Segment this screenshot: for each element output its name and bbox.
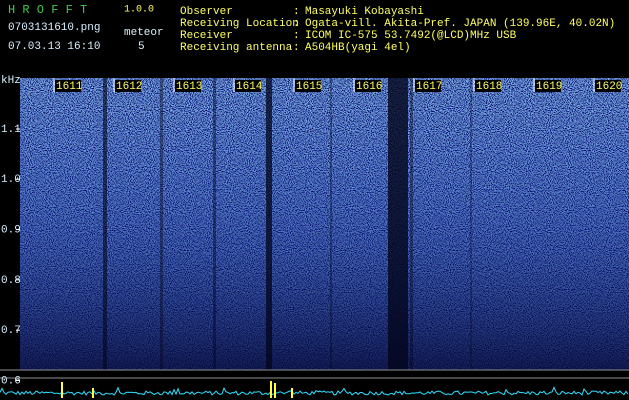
info-separator: :: [293, 30, 300, 42]
time-label: 1614: [236, 81, 263, 93]
freq-unit: kHz: [1, 75, 21, 87]
time-label-box: [475, 80, 501, 92]
time-label-box: [595, 80, 621, 92]
time-label: 1617: [416, 81, 442, 93]
time-label-box: [235, 80, 261, 92]
freq-label: 0.6: [1, 375, 21, 387]
version: 1.0.0: [124, 5, 154, 16]
freq-label: 0.7: [1, 325, 21, 337]
time-label-box: [295, 80, 321, 92]
freq-label: 1.0: [1, 174, 21, 186]
app-name: H R O F F T: [8, 3, 87, 17]
time-label: 1618: [476, 81, 502, 93]
info-label: Receiving antenna: [180, 42, 293, 54]
time-label-box: [115, 80, 141, 92]
dark-stripe: [388, 78, 408, 370]
freq-label: 0.9: [1, 225, 21, 237]
info-separator: :: [293, 18, 300, 30]
dark-stripe: [330, 78, 332, 370]
dark-stripe: [213, 78, 216, 370]
info-separator: :: [293, 42, 300, 54]
freq-label: 0.8: [1, 275, 21, 287]
info-block: Observer: Masayuki Kobayashi Receiving Loc…: [180, 6, 615, 54]
spectrogram-noise: [20, 78, 629, 370]
meteor-label: meteor: [124, 27, 164, 39]
time-label-box: [175, 80, 201, 92]
meteor-count: 5: [138, 41, 145, 53]
time-label-box: [415, 80, 441, 92]
amplitude-trace: [0, 386, 629, 396]
info-value: A504HB(yagi 4el): [305, 42, 411, 54]
dark-stripe: [103, 78, 107, 370]
time-label-box: [55, 80, 81, 92]
dark-stripes: [103, 78, 472, 370]
freq-label: 1.1: [1, 124, 21, 136]
time-label: 1613: [176, 81, 202, 93]
time-label: 1620: [596, 81, 622, 93]
info-value: Ogata-vill. Akita-Pref. JAPAN (139.96E, …: [305, 18, 615, 30]
dark-stripe: [160, 78, 163, 370]
time-label: 1615: [296, 81, 322, 93]
dark-stripe: [470, 78, 472, 370]
dark-stripe: [410, 78, 413, 370]
info-separator: :: [293, 6, 300, 18]
info-label: Receiver: [180, 30, 233, 42]
time-label-box: [355, 80, 381, 92]
time-label-box: [535, 80, 561, 92]
info-label: Observer: [180, 6, 233, 18]
info-value: Masayuki Kobayashi: [305, 6, 424, 18]
time-label: 1619: [536, 81, 562, 93]
file-name: 0703131610.png: [8, 22, 100, 34]
info-value: ICOM IC-575 53.7492(@LCD)MHz USB: [305, 30, 517, 42]
timestamp: 07.03.13 16:10: [8, 41, 100, 53]
axes: kHz 1.1 1.0 0.9 0.8 0.7 0.6 1611 1612 1613 1614 161…: [1, 75, 622, 388]
info-label: Receiving Location: [180, 18, 299, 30]
time-label: 1616: [356, 81, 382, 93]
time-label: 1611: [56, 81, 83, 93]
time-label: 1612: [116, 81, 142, 93]
dark-stripe: [266, 78, 272, 370]
